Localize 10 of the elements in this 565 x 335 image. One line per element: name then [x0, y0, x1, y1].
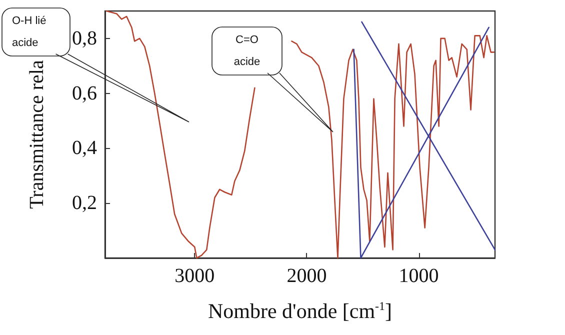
- y-tick-label: 0,4: [72, 137, 97, 160]
- annotation: C=O acide: [234, 34, 260, 68]
- x-tick-label: 3000: [174, 265, 215, 287]
- x-tick-label: 1000: [398, 265, 439, 287]
- text: O-H lié acide: [12, 15, 46, 49]
- y-axis-title: Transmittance rela: [26, 60, 48, 209]
- y-tick-label: 0,8: [72, 27, 97, 50]
- y-tick-label: 0,2: [72, 192, 97, 214]
- x-tick-label: 2000: [286, 265, 327, 287]
- y-tick-label: 0,6: [72, 82, 97, 104]
